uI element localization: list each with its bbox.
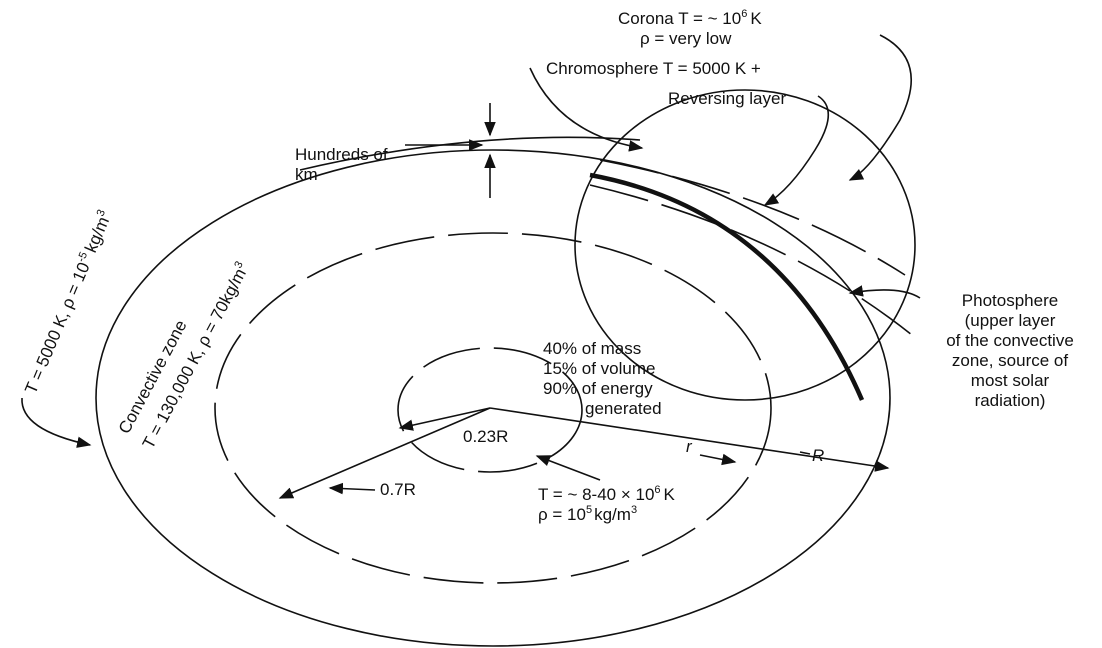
label: Hundreds of: [295, 145, 388, 164]
shapes: [22, 35, 920, 646]
text-part: ρ = 10: [538, 505, 586, 524]
text-part: 3: [631, 504, 637, 516]
text-part: 5: [586, 504, 592, 516]
text-part: T = 5000 K +: [663, 59, 761, 78]
label: of the convective: [946, 331, 1074, 350]
pointer: [537, 456, 600, 480]
label: T = 5000 K, ρ = 10-5kg/m3: [20, 208, 115, 397]
label: generated: [585, 399, 662, 418]
text-part: T = ~ 8-40 × 10: [538, 485, 654, 504]
r-arrow: [700, 455, 735, 462]
pointer: [850, 35, 911, 180]
label: zone, source of: [952, 351, 1069, 370]
text-part: T = 5000 K, ρ = 10: [21, 260, 93, 397]
reversing-boundary: [590, 185, 912, 335]
radius-label: 0.7R: [380, 480, 416, 499]
text-part: K: [750, 9, 762, 28]
text-part: kg/m: [594, 505, 631, 524]
core-radius: [400, 408, 490, 428]
text-part: Corona: [618, 9, 674, 28]
label: 90% of energy: [543, 379, 653, 398]
pointer: [850, 290, 920, 298]
label: 15% of volume: [543, 359, 655, 378]
pointer: [22, 398, 90, 445]
pointer: [800, 452, 810, 454]
label: radiation): [975, 391, 1046, 410]
text-part: Chromosphere: [546, 59, 658, 78]
label: most solar: [971, 371, 1050, 390]
pointer: [765, 96, 828, 205]
chromosphere-boundary: [600, 160, 905, 275]
label: Chromosphere T = 5000 K +: [546, 59, 761, 78]
text-part: T = ~ 10: [678, 9, 741, 28]
radius-label: r: [686, 437, 693, 456]
label: Photosphere: [962, 291, 1058, 310]
radius-label: 0.23R: [463, 427, 508, 446]
pointer: [330, 488, 375, 490]
photosphere-label: Photosphere (upper layer of the convecti…: [946, 291, 1074, 410]
text-part: K: [664, 485, 676, 504]
sun-diagram: Corona T = ~ 106K ρ = very low Chromosph…: [0, 0, 1102, 648]
text-part: 6: [741, 8, 747, 20]
label: 40% of mass: [543, 339, 641, 358]
label: Reversing layer: [668, 89, 786, 108]
text-part: kg/m: [81, 214, 113, 255]
label: (upper layer: [965, 311, 1056, 330]
label: km: [295, 165, 318, 184]
text-part: 6: [654, 484, 660, 496]
label: ρ = very low: [640, 29, 732, 48]
radius-label: R: [812, 446, 824, 465]
